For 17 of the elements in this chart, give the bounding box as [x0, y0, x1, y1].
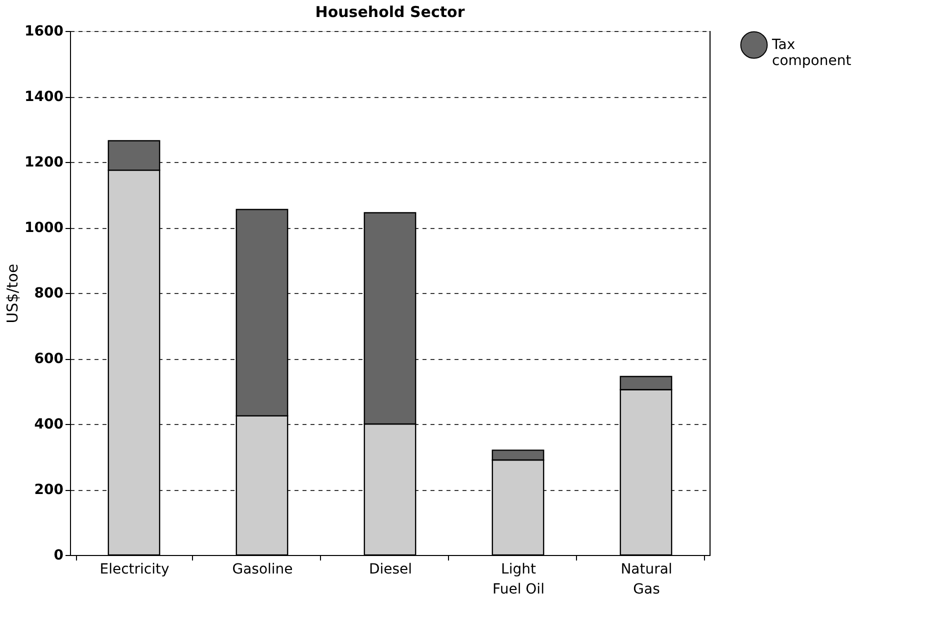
y-tick-label: 400 [34, 416, 64, 432]
x-tick-label: Natural Gas [620, 562, 672, 598]
x-tick-label: Electricity [100, 562, 170, 578]
legend-label: Tax component [771, 37, 852, 69]
y-tick-label: 800 [34, 286, 64, 302]
chart-title: Household Sector [315, 3, 466, 21]
y-tick-label: 1200 [24, 154, 64, 170]
x-tick-label: Gasoline [232, 562, 293, 578]
x-tick-label: Light Fuel Oil [492, 562, 544, 598]
y-tick-label: 1600 [24, 24, 64, 40]
x-tick-label: Diesel [368, 562, 412, 578]
y-axis-title: US$/toe [4, 264, 22, 324]
y-tick-label: 600 [34, 351, 64, 367]
y-tick-label: 200 [34, 482, 64, 498]
y-tick-label: 0 [54, 548, 64, 564]
y-tick-label: 1000 [24, 220, 64, 236]
y-tick-label: 1400 [24, 89, 64, 105]
